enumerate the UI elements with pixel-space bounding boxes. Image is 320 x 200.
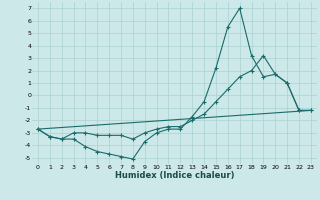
X-axis label: Humidex (Indice chaleur): Humidex (Indice chaleur) [115, 171, 234, 180]
